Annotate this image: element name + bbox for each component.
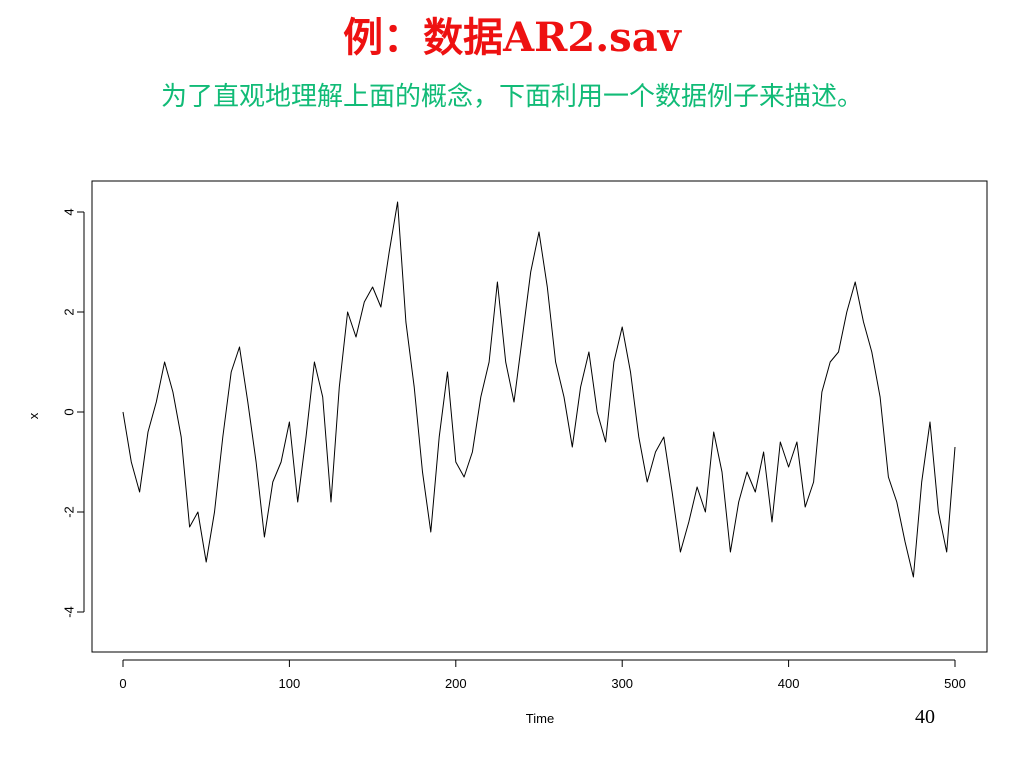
slide-subtitle: 为了直观地理解上面的概念，下面利用一个数据例子来描述。 (160, 82, 863, 112)
y-axis: -4 -2 0 2 4 (61, 208, 85, 618)
x-tick-label: 500 (944, 676, 966, 691)
y-tick-label: -2 (61, 506, 76, 518)
y-tick-label: 2 (61, 308, 76, 315)
x-axis: 0 100 200 300 400 500 (119, 659, 966, 691)
page-number: 40 (915, 706, 935, 728)
x-tick-label: 100 (279, 676, 301, 691)
y-axis-label: x (26, 412, 41, 419)
x-tick-label: 200 (445, 676, 467, 691)
x-tick-label: 400 (778, 676, 800, 691)
y-tick-label: -4 (61, 606, 76, 618)
x-tick-label: 0 (119, 676, 126, 691)
y-tick-label: 4 (61, 208, 76, 215)
plot-frame (91, 180, 988, 653)
x-tick-label: 300 (611, 676, 633, 691)
x-axis-label: Time (526, 711, 554, 726)
series-line (122, 201, 956, 578)
y-tick-label: 0 (61, 408, 76, 415)
slide-title: 例：数据AR2.sav (343, 14, 681, 61)
